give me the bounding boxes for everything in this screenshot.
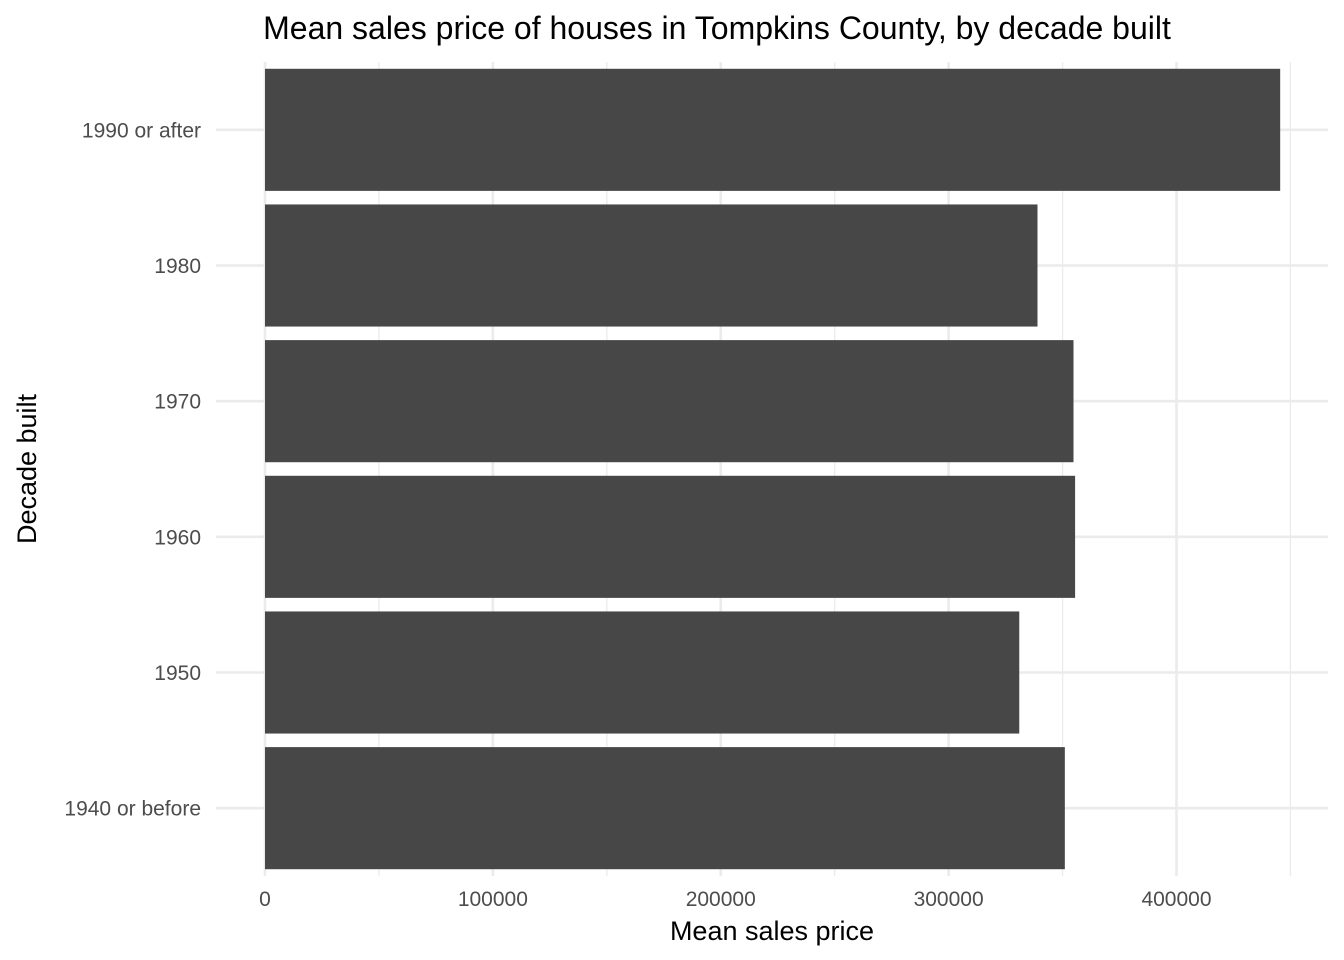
- x-tick-label: 200000: [686, 888, 756, 911]
- y-tick-label: 1950: [154, 662, 201, 685]
- y-tick-label: 1960: [154, 526, 201, 549]
- y-axis-title: Decade built: [12, 393, 42, 544]
- bar-1970: [265, 340, 1074, 463]
- x-tick-label: 400000: [1141, 888, 1211, 911]
- y-tick-label: 1970: [154, 391, 201, 414]
- y-tick-label: 1980: [154, 255, 201, 278]
- x-axis-title: Mean sales price: [670, 916, 874, 946]
- chart-title: Mean sales price of houses in Tompkins C…: [263, 10, 1171, 46]
- bar-1990-or-after: [265, 68, 1281, 191]
- bar-1960: [265, 475, 1076, 598]
- y-tick-label: 1940 or before: [64, 798, 201, 821]
- y-tick-label: 1990 or after: [82, 119, 201, 142]
- x-tick-label: 0: [259, 888, 271, 911]
- bar-1950: [265, 611, 1020, 734]
- bar-1940-or-before: [265, 747, 1065, 870]
- y-axis-ticks: 1940 or before 1950 1960 1970 1980 1990 or af…: [64, 119, 201, 820]
- bar-1980: [265, 204, 1038, 327]
- x-tick-label: 100000: [458, 888, 528, 911]
- bars: [265, 68, 1281, 870]
- x-axis-ticks: 0 100000 200000 300000 400000: [259, 888, 1211, 911]
- x-tick-label: 300000: [914, 888, 984, 911]
